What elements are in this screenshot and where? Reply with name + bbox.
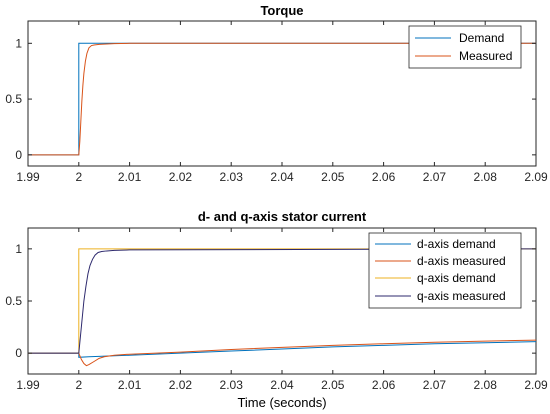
series-line-measured bbox=[28, 42, 536, 156]
legend-label-q-measured: q-axis measured bbox=[417, 289, 506, 303]
x-tick-label: 2 bbox=[75, 170, 82, 184]
chart-torque: Torque 1.99 2 2.01 2.02 2.03 2.04 2.05 2.06 2.07… bbox=[5, 3, 548, 184]
chart-title: d- and q-axis stator current bbox=[198, 209, 367, 224]
x-tick-label: 2.04 bbox=[270, 378, 294, 392]
x-tick-label: 2.06 bbox=[372, 378, 396, 392]
x-tick-label: 2.08 bbox=[474, 170, 498, 184]
series-line-d-axis-measured bbox=[28, 339, 537, 367]
legend-label-q-demand: q-axis demand bbox=[417, 271, 496, 285]
y-tick-label: 0.5 bbox=[5, 92, 22, 106]
chart-stator-current: d- and q-axis stator current 1.99 2 2.01 2.… bbox=[5, 209, 548, 410]
x-tick-label: 2.02 bbox=[169, 170, 193, 184]
tick-labels: 1.99 2 2.01 2.02 2.03 2.04 2.05 2.06 2.07 2.08 2.0… bbox=[5, 21, 548, 184]
x-tick-label: 2.03 bbox=[220, 170, 244, 184]
x-tick-label: 2.01 bbox=[118, 170, 142, 184]
x-tick-label: 1.99 bbox=[16, 378, 40, 392]
x-tick-label: 2.03 bbox=[220, 378, 244, 392]
x-tick-label: 2.02 bbox=[169, 378, 193, 392]
x-tick-label: 2.07 bbox=[423, 378, 447, 392]
y-tick-label: 1 bbox=[15, 242, 22, 256]
legend-label-d-measured: d-axis measured bbox=[417, 254, 506, 268]
series-line-q-axis-measured bbox=[28, 248, 537, 354]
legend-label-measured: Measured bbox=[459, 49, 512, 63]
x-tick-label: 1.99 bbox=[16, 170, 40, 184]
x-tick-label: 2.06 bbox=[372, 170, 396, 184]
legend: Demand Measured bbox=[408, 25, 522, 69]
legend-label-demand: Demand bbox=[459, 31, 504, 45]
chart-title: Torque bbox=[260, 3, 303, 18]
x-tick-label: 2.09 bbox=[524, 378, 548, 392]
y-tick-label: 0 bbox=[15, 148, 22, 162]
x-axis-label: Time (seconds) bbox=[237, 395, 326, 410]
y-tick-label: 0.5 bbox=[5, 294, 22, 308]
plot-lines bbox=[28, 42, 536, 156]
tick-labels: 1.99 2 2.01 2.02 2.03 2.04 2.05 2.06 2.07 2.08 2.0… bbox=[5, 228, 548, 392]
x-tick-label: 2.08 bbox=[474, 378, 498, 392]
x-tick-label: 2.04 bbox=[270, 170, 294, 184]
x-tick-label: 2.05 bbox=[321, 170, 345, 184]
legend: d-axis demand d-axis measured q-axis dem… bbox=[368, 232, 522, 309]
series-line-d-axis-demand bbox=[28, 341, 537, 358]
legend-label-d-demand: d-axis demand bbox=[417, 237, 496, 251]
plot-lines bbox=[28, 248, 537, 367]
y-tick-label: 0 bbox=[15, 346, 22, 360]
y-tick-label: 1 bbox=[15, 36, 22, 50]
legend-box bbox=[368, 232, 522, 309]
x-tick-label: 2.01 bbox=[118, 378, 142, 392]
x-tick-label: 2 bbox=[75, 378, 82, 392]
x-tick-label: 2.09 bbox=[524, 170, 548, 184]
x-tick-label: 2.07 bbox=[423, 170, 447, 184]
x-tick-label: 2.05 bbox=[321, 378, 345, 392]
legend-box bbox=[408, 25, 522, 69]
